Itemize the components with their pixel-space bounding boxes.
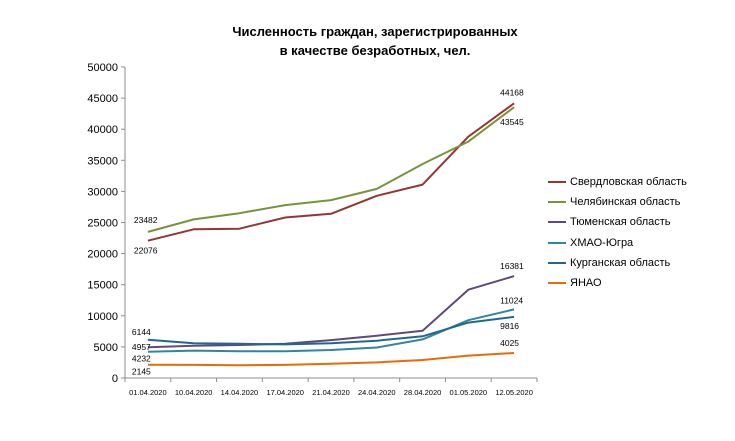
data-label: 43545 xyxy=(500,117,524,127)
legend-label: Курганская область xyxy=(570,256,671,269)
y-tick-label: 5000 xyxy=(94,342,118,354)
chart-series-lines xyxy=(147,102,515,367)
x-tick-label: 28.04.2020 xyxy=(404,388,442,397)
legend-swatch xyxy=(548,221,566,224)
chart-legend: Свердловская область Челябинская область Т… xyxy=(548,172,687,293)
y-tick-label: 45000 xyxy=(87,93,118,105)
x-tick-label: 14.04.2020 xyxy=(221,388,259,397)
chart-title: Численность граждан, зарегистрированных … xyxy=(140,22,610,60)
y-tick-label: 15000 xyxy=(87,280,118,292)
y-tick-label: 30000 xyxy=(87,186,118,198)
legend-swatch xyxy=(548,282,566,285)
x-tick-label: 01.05.2020 xyxy=(450,388,488,397)
y-tick-label: 50000 xyxy=(87,62,118,74)
legend-item: ЯНАО xyxy=(548,273,687,293)
legend-label: Челябинская область xyxy=(570,196,681,209)
x-tick-label: 24.04.2020 xyxy=(358,388,396,397)
data-label: 16381 xyxy=(500,261,524,271)
data-label: 11024 xyxy=(500,295,523,305)
y-tick-label: 20000 xyxy=(87,249,118,261)
y-tick-label: 25000 xyxy=(87,218,118,230)
chart-title-line-1: Численность граждан, зарегистрированных xyxy=(232,24,518,39)
data-label: 6144 xyxy=(132,327,151,337)
legend-item: Свердловская область xyxy=(548,172,687,192)
y-tick-label: 0 xyxy=(112,373,118,385)
data-label: 44168 xyxy=(500,87,524,97)
legend-swatch xyxy=(548,201,566,204)
series-line xyxy=(147,275,515,349)
legend-swatch xyxy=(548,241,566,244)
legend-swatch xyxy=(548,261,566,264)
legend-label: Тюменская область xyxy=(570,216,671,229)
x-tick-label: 21.04.2020 xyxy=(312,388,350,397)
chart-title-line-2: в качестве безработных, чел. xyxy=(279,43,471,58)
data-label: 4957 xyxy=(132,342,151,352)
legend-item: Курганская область xyxy=(548,253,687,273)
legend-label: ХМАО-Югра xyxy=(570,236,634,249)
series-line xyxy=(147,102,515,242)
data-label: 23482 xyxy=(134,215,158,225)
x-tick-label: 17.04.2020 xyxy=(266,388,304,397)
y-tick-label: 10000 xyxy=(87,311,118,323)
data-label: 4232 xyxy=(132,354,151,364)
y-tick-label: 35000 xyxy=(87,155,118,167)
chart-data-labels: 44168 43545 23482 22076 16381 11024 9816 4025 61… xyxy=(132,87,524,376)
legend-item: Челябинская область xyxy=(548,192,687,212)
y-tick-label: 40000 xyxy=(87,124,118,136)
x-tick-label: 01.04.2020 xyxy=(129,388,167,397)
legend-item: Тюменская область xyxy=(548,212,687,232)
legend-label: Свердловская область xyxy=(570,176,687,189)
series-line xyxy=(147,106,515,233)
x-tick-label: 12.05.2020 xyxy=(495,388,533,397)
data-label: 22076 xyxy=(134,246,158,256)
legend-label: ЯНАО xyxy=(570,277,602,290)
x-tick-label: 10.04.2020 xyxy=(175,388,213,397)
series-line xyxy=(147,315,515,346)
chart-axes: 0 5000 10000 15000 20000 25000 30000 35000 40000… xyxy=(87,62,538,397)
legend-item: ХМАО-Югра xyxy=(548,233,687,253)
data-label: 4025 xyxy=(500,338,519,348)
legend-swatch xyxy=(548,181,566,184)
series-line xyxy=(147,352,515,367)
data-label: 2145 xyxy=(132,367,151,377)
data-label: 9816 xyxy=(500,321,519,331)
